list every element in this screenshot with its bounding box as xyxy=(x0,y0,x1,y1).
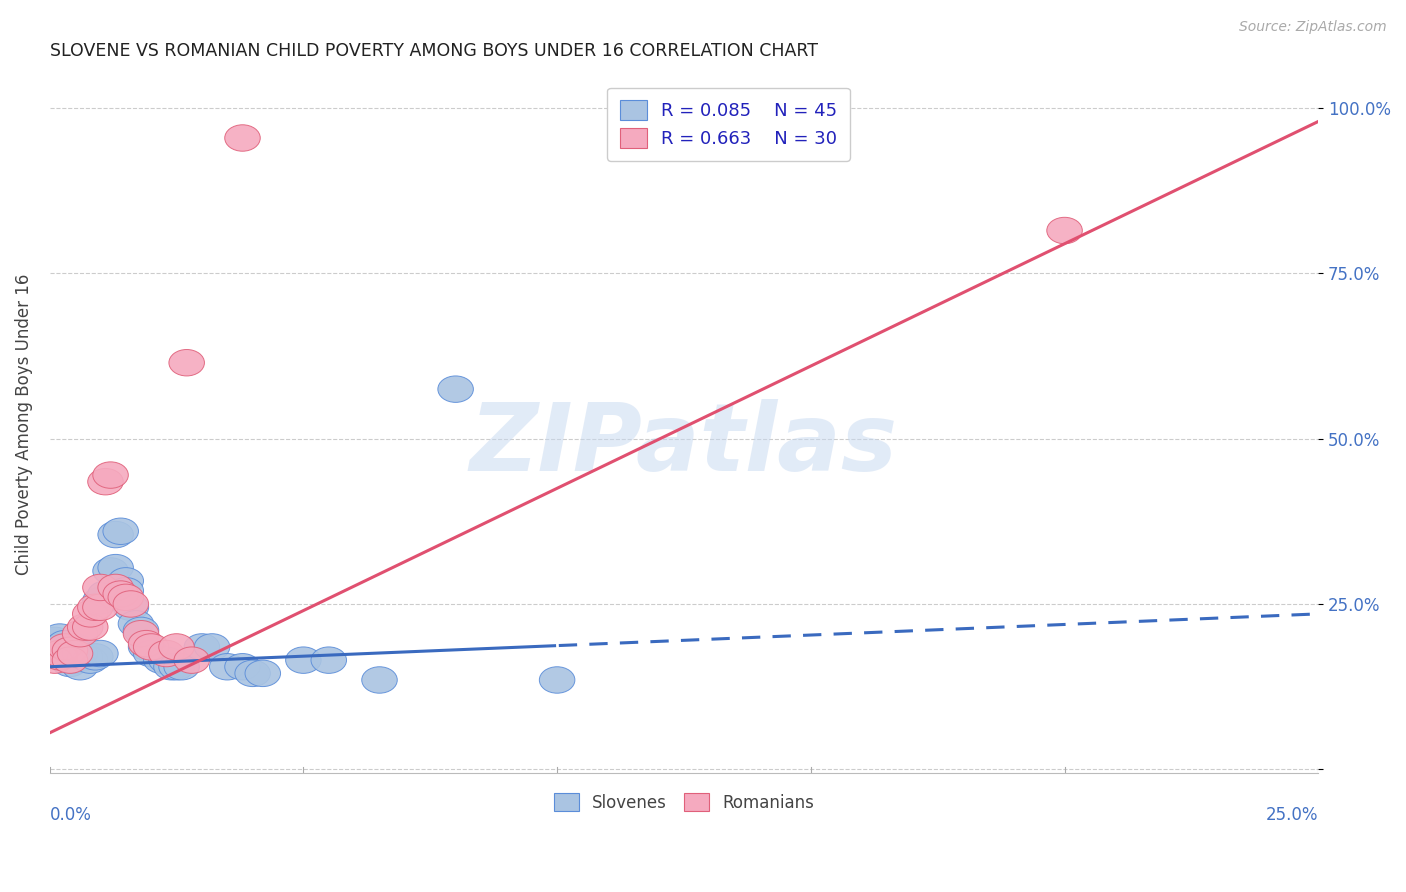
Ellipse shape xyxy=(103,581,138,607)
Ellipse shape xyxy=(87,581,124,607)
Ellipse shape xyxy=(48,631,83,657)
Ellipse shape xyxy=(62,621,98,647)
Ellipse shape xyxy=(48,640,83,666)
Ellipse shape xyxy=(52,637,87,664)
Ellipse shape xyxy=(73,614,108,640)
Ellipse shape xyxy=(58,633,93,660)
Ellipse shape xyxy=(174,647,209,673)
Ellipse shape xyxy=(108,584,143,611)
Ellipse shape xyxy=(128,633,165,660)
Text: ZIPatlas: ZIPatlas xyxy=(470,399,898,491)
Ellipse shape xyxy=(52,650,87,677)
Ellipse shape xyxy=(194,633,229,660)
Ellipse shape xyxy=(73,647,108,673)
Text: SLOVENE VS ROMANIAN CHILD POVERTY AMONG BOYS UNDER 16 CORRELATION CHART: SLOVENE VS ROMANIAN CHILD POVERTY AMONG … xyxy=(49,42,818,60)
Ellipse shape xyxy=(83,594,118,621)
Ellipse shape xyxy=(42,624,77,650)
Ellipse shape xyxy=(77,644,112,670)
Ellipse shape xyxy=(98,521,134,548)
Text: 0.0%: 0.0% xyxy=(49,806,91,824)
Text: 25.0%: 25.0% xyxy=(1265,806,1319,824)
Ellipse shape xyxy=(159,633,194,660)
Ellipse shape xyxy=(48,633,83,660)
Ellipse shape xyxy=(159,654,194,680)
Ellipse shape xyxy=(98,555,134,581)
Ellipse shape xyxy=(118,611,153,637)
Ellipse shape xyxy=(83,640,118,666)
Ellipse shape xyxy=(245,660,281,687)
Ellipse shape xyxy=(37,647,73,673)
Ellipse shape xyxy=(108,577,143,604)
Ellipse shape xyxy=(235,660,270,687)
Ellipse shape xyxy=(58,640,93,666)
Ellipse shape xyxy=(285,647,321,673)
Ellipse shape xyxy=(83,588,118,614)
Ellipse shape xyxy=(311,647,346,673)
Ellipse shape xyxy=(437,376,474,402)
Ellipse shape xyxy=(1047,218,1083,244)
Ellipse shape xyxy=(128,631,165,657)
Ellipse shape xyxy=(143,647,179,673)
Ellipse shape xyxy=(225,125,260,152)
Ellipse shape xyxy=(83,574,118,600)
Ellipse shape xyxy=(153,654,190,680)
Ellipse shape xyxy=(87,468,124,495)
Ellipse shape xyxy=(108,567,143,594)
Ellipse shape xyxy=(149,647,184,673)
Ellipse shape xyxy=(149,640,184,666)
Ellipse shape xyxy=(67,614,103,640)
Ellipse shape xyxy=(52,647,87,673)
Ellipse shape xyxy=(112,591,149,617)
Ellipse shape xyxy=(112,594,149,621)
Ellipse shape xyxy=(37,627,73,654)
Ellipse shape xyxy=(58,647,93,673)
Ellipse shape xyxy=(361,666,398,693)
Ellipse shape xyxy=(67,644,103,670)
Ellipse shape xyxy=(62,654,98,680)
Y-axis label: Child Poverty Among Boys Under 16: Child Poverty Among Boys Under 16 xyxy=(15,273,32,574)
Ellipse shape xyxy=(540,666,575,693)
Ellipse shape xyxy=(98,574,134,600)
Ellipse shape xyxy=(184,633,219,660)
Ellipse shape xyxy=(209,654,245,680)
Ellipse shape xyxy=(225,654,260,680)
Ellipse shape xyxy=(77,594,112,621)
Ellipse shape xyxy=(52,637,87,664)
Ellipse shape xyxy=(37,640,73,666)
Ellipse shape xyxy=(42,640,77,666)
Ellipse shape xyxy=(124,617,159,644)
Ellipse shape xyxy=(616,112,651,138)
Ellipse shape xyxy=(93,558,128,584)
Ellipse shape xyxy=(73,600,108,627)
Ellipse shape xyxy=(169,350,204,376)
Ellipse shape xyxy=(134,640,169,666)
Legend: Slovenes, Romanians: Slovenes, Romanians xyxy=(546,785,823,820)
Ellipse shape xyxy=(93,462,128,488)
Ellipse shape xyxy=(124,621,159,647)
Text: Source: ZipAtlas.com: Source: ZipAtlas.com xyxy=(1239,20,1386,34)
Ellipse shape xyxy=(42,633,77,660)
Ellipse shape xyxy=(62,640,98,666)
Ellipse shape xyxy=(165,654,200,680)
Ellipse shape xyxy=(134,633,169,660)
Ellipse shape xyxy=(42,644,77,670)
Ellipse shape xyxy=(103,518,138,544)
